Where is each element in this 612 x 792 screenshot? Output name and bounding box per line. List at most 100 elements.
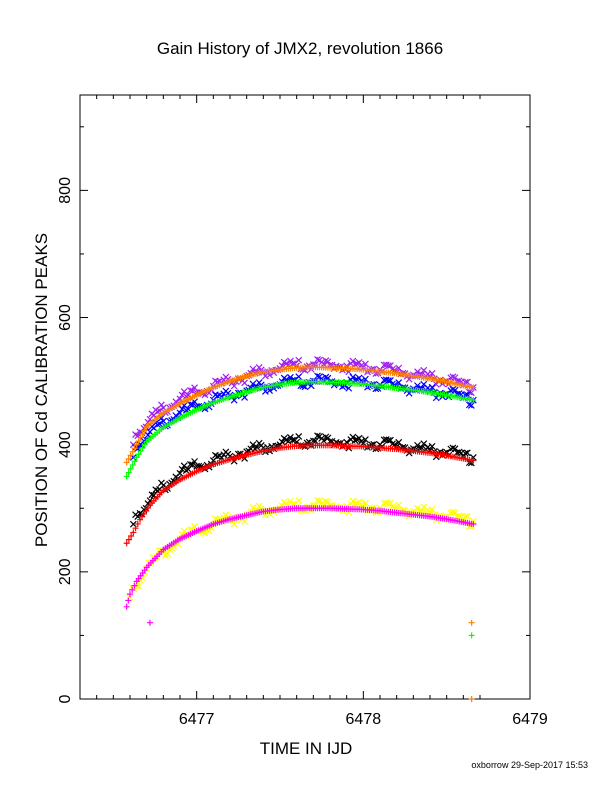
data-point bbox=[158, 411, 165, 418]
data-point bbox=[414, 441, 421, 449]
data-point bbox=[241, 517, 249, 525]
data-point bbox=[461, 449, 469, 457]
data-point bbox=[224, 394, 231, 401]
data-point bbox=[258, 385, 265, 392]
data-point bbox=[355, 374, 363, 382]
data-point bbox=[361, 499, 369, 507]
data-point bbox=[123, 459, 130, 466]
data-point bbox=[141, 567, 148, 574]
data-point bbox=[458, 382, 465, 389]
data-point bbox=[428, 506, 436, 513]
y-axis-label: POSITION OF Cd CALIBRATION PEAKS bbox=[32, 233, 51, 547]
data-point bbox=[467, 401, 475, 409]
data-point bbox=[295, 373, 303, 381]
data-point bbox=[156, 420, 163, 428]
data-point bbox=[224, 516, 231, 523]
data-point bbox=[322, 373, 330, 381]
data-point bbox=[139, 444, 146, 451]
data-point bbox=[158, 426, 165, 433]
data-point bbox=[322, 497, 330, 505]
data-point bbox=[189, 461, 196, 469]
data-point bbox=[463, 449, 471, 457]
data-point bbox=[174, 401, 181, 408]
data-point bbox=[349, 497, 357, 505]
series-5 bbox=[123, 378, 477, 639]
data-point bbox=[428, 370, 436, 377]
data-point bbox=[295, 497, 303, 505]
data-point bbox=[174, 537, 181, 544]
data-point bbox=[441, 452, 448, 459]
data-point bbox=[189, 401, 196, 409]
series-7 bbox=[123, 505, 477, 626]
data-point bbox=[314, 356, 321, 363]
data-point bbox=[148, 491, 156, 499]
data-point bbox=[145, 505, 151, 512]
data-point bbox=[424, 375, 431, 382]
data-point bbox=[467, 389, 475, 397]
axis-tick-labels: 0 200 400 600 800 6477 6478 6479 bbox=[57, 177, 548, 728]
data-point bbox=[258, 369, 265, 376]
data-point bbox=[123, 473, 130, 480]
data-point bbox=[158, 489, 165, 496]
data-point bbox=[191, 469, 198, 476]
data-points bbox=[123, 356, 477, 702]
series-6 bbox=[123, 442, 477, 547]
data-point bbox=[286, 497, 294, 505]
data-point bbox=[158, 479, 165, 487]
data-point bbox=[178, 405, 186, 413]
x-tick-label: 6478 bbox=[346, 711, 382, 728]
data-point bbox=[314, 372, 321, 380]
data-point bbox=[178, 465, 186, 473]
data-point bbox=[135, 451, 142, 458]
data-point bbox=[441, 515, 448, 522]
data-point bbox=[468, 457, 475, 464]
data-point bbox=[295, 356, 303, 364]
data-point bbox=[278, 438, 286, 446]
data-point bbox=[208, 400, 215, 407]
data-point bbox=[257, 442, 265, 449]
x-tick-label: 6477 bbox=[179, 711, 215, 728]
data-point bbox=[224, 456, 231, 463]
x-tick-label: 6479 bbox=[512, 711, 548, 728]
y-tick-label: 600 bbox=[57, 304, 74, 331]
data-point bbox=[258, 508, 265, 515]
data-point bbox=[208, 385, 215, 392]
data-point bbox=[135, 438, 142, 445]
data-point bbox=[154, 421, 162, 429]
data-point bbox=[389, 503, 396, 511]
data-point bbox=[123, 603, 130, 610]
y-tick-label: 200 bbox=[57, 558, 74, 585]
data-point bbox=[458, 518, 465, 525]
y-tick-label: 0 bbox=[57, 694, 74, 703]
data-point bbox=[127, 452, 134, 459]
data-point bbox=[191, 393, 198, 400]
data-point bbox=[141, 427, 148, 434]
data-point bbox=[132, 525, 139, 532]
data-point bbox=[174, 478, 181, 485]
data-point bbox=[125, 597, 132, 604]
data-point bbox=[131, 582, 138, 589]
data-point bbox=[395, 379, 403, 386]
data-point bbox=[125, 469, 132, 476]
data-point bbox=[468, 632, 475, 639]
data-point bbox=[191, 407, 198, 414]
data-point bbox=[441, 391, 448, 398]
data-point bbox=[349, 433, 357, 441]
data-point bbox=[134, 520, 141, 527]
data-point bbox=[189, 387, 196, 395]
data-point bbox=[130, 529, 137, 536]
series-4 bbox=[123, 364, 477, 702]
data-point bbox=[174, 416, 181, 423]
data-point bbox=[123, 540, 130, 547]
data-point bbox=[458, 455, 465, 462]
data-point bbox=[424, 389, 431, 396]
y-tick-label: 800 bbox=[57, 177, 74, 204]
data-point bbox=[322, 433, 330, 441]
data-point bbox=[131, 458, 138, 465]
data-point bbox=[241, 452, 248, 459]
data-point bbox=[158, 548, 165, 555]
data-point bbox=[249, 365, 257, 373]
data-point bbox=[186, 400, 194, 408]
data-point bbox=[465, 401, 473, 409]
data-point bbox=[214, 453, 221, 460]
